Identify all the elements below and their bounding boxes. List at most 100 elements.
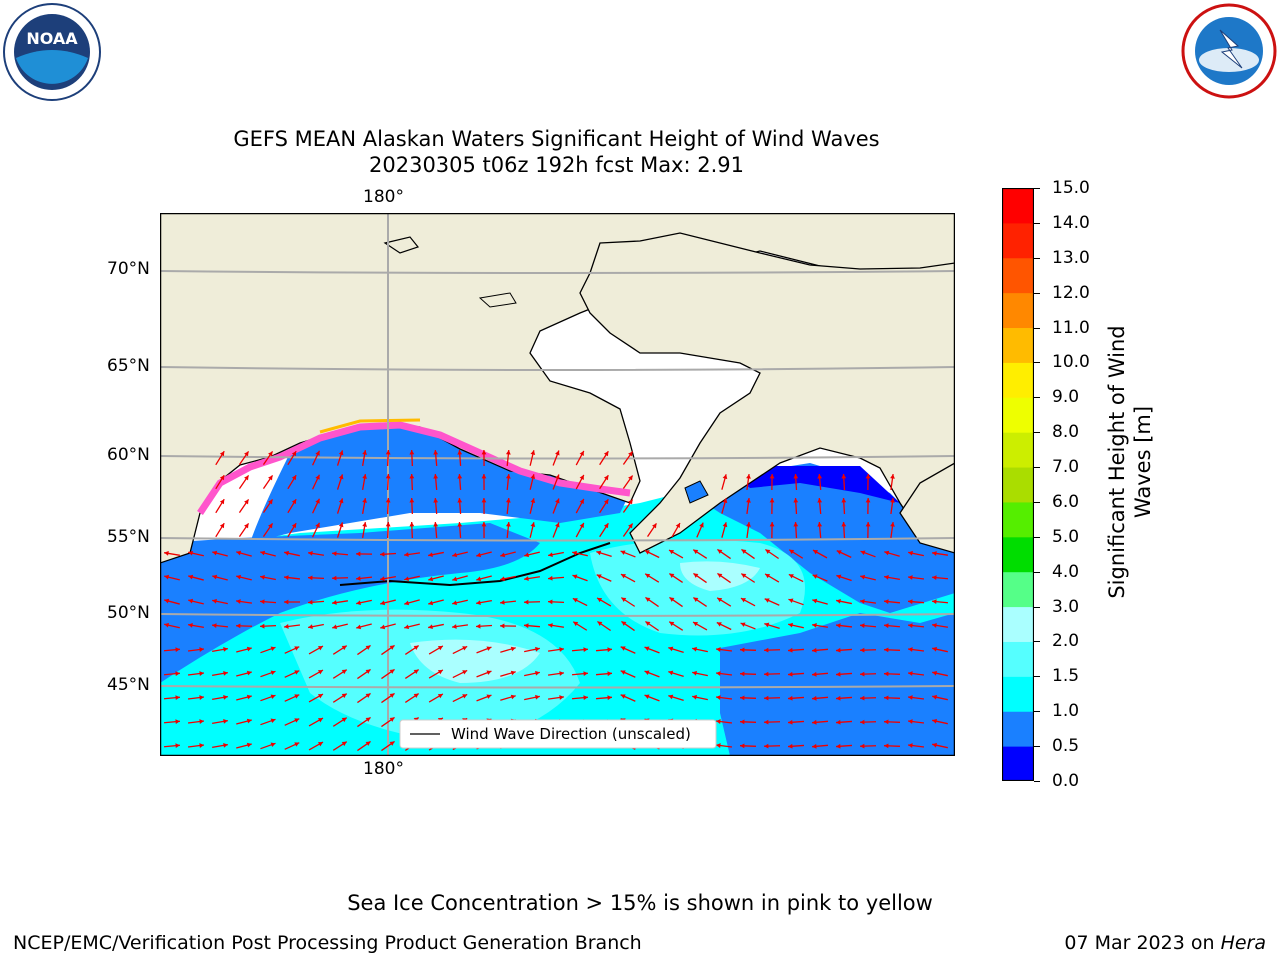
wind-wave-arrowhead [524,552,530,558]
wind-wave-arrowhead [219,475,225,481]
colorbar-tick-mark [1034,641,1040,643]
wind-wave-arrowhead [284,624,289,629]
chart-title-line1: GEFS MEAN Alaskan Waters Significant Hei… [233,127,880,151]
wind-wave-arrowhead [836,719,841,725]
wind-wave-arrowhead [505,450,511,455]
wind-wave-arrowhead [317,694,323,699]
wind-wave-arrowhead [644,646,650,651]
wind-wave-arrowhead [603,523,609,529]
wind-wave-arrowhead [769,522,775,527]
colorbar-tick-mark [1034,432,1040,434]
wind-wave-arrowhead [583,647,588,653]
wind-wave-arrowhead [246,670,252,676]
wind-wave-arrowhead [338,474,344,480]
wind-wave-arrowhead [246,646,252,652]
wind-wave-arrowhead [338,450,344,456]
wind-wave-arrowhead [692,646,697,652]
wind-wave-arrowhead [717,573,723,578]
wind-wave-arrowhead [860,550,866,555]
wind-wave-arrowhead [668,670,674,676]
wind-wave-arrowhead [890,522,895,527]
wind-wave-arrowhead [199,743,204,748]
wind-wave-arrowhead [175,719,180,725]
wind-wave-arrowhead [385,450,391,455]
wind-wave-arrowhead [740,647,745,653]
wind-wave-arrowhead [530,498,536,504]
wind-wave-arrowhead [236,623,241,629]
colorbar-segment [1002,571,1034,608]
wind-wave-arrowhead [890,474,895,479]
wind-wave-arrowhead [620,646,626,651]
lat-label-65: 65°N [107,356,150,376]
wind-wave-arrowhead [764,695,769,701]
sea-ice-edge-high [319,418,421,434]
wind-wave-arrowhead [362,474,367,479]
colorbar-segment [1002,501,1034,538]
noaa-logo: NOAA [3,3,101,101]
wind-wave-arrowhead [294,670,300,675]
wind-wave-arrowhead [645,597,651,602]
wind-wave-arrowhead [583,695,588,701]
wind-wave-arrowhead [716,671,721,676]
wind-wave-arrowhead [341,645,347,651]
wind-wave-arrowhead [812,671,817,677]
wind-wave-arrowhead [219,499,225,505]
colorbar-segment [1002,362,1034,398]
wind-wave-arrowhead [668,694,674,700]
wind-wave-arrowhead [409,474,415,479]
wind-wave-arrowhead [212,598,217,604]
wind-wave-arrowhead [788,671,793,677]
wind-wave-arrowhead [692,670,697,676]
colorbar-tick-mark [1034,292,1040,294]
wind-wave-arrowhead [223,695,228,700]
noaa-logo-text: NOAA [26,29,78,48]
wind-wave-arrowhead [476,576,482,582]
wind-wave-arrowhead [236,599,241,604]
wind-wave-arrowhead [409,450,415,455]
wind-wave-arrowhead [284,599,289,605]
wind-wave-arrowhead [812,574,818,579]
wind-wave-arrowhead [908,599,913,605]
chart-title-line2: 20230305 t06z 192h fcst Max: 2.91 [369,153,744,177]
colorbar-segment [1002,432,1034,468]
wind-wave-arrowhead [356,576,361,581]
wind-wave-arrowhead [548,623,553,628]
wind-wave-arrowhead [457,522,463,527]
wind-wave-arrowhead [365,645,371,650]
wind-wave-arrowhead [860,743,865,749]
wind-wave-arrowhead [294,646,300,651]
wind-wave-arrowhead [607,671,612,677]
wind-wave-arrowhead [693,597,699,602]
wind-wave-arrowhead [433,450,439,455]
wind-wave-arrowhead [362,498,367,503]
wind-wave-arrowhead [764,647,769,653]
colorbar-label: Significant Height of Wind Waves [m] [1090,270,1170,650]
wind-wave-arrowhead [548,599,553,605]
wind-wave-arrowhead [865,498,871,503]
wind-wave-arrowhead [385,474,391,479]
wind-wave-arrowhead [404,600,410,606]
wind-wave-arrowhead [437,669,443,675]
wind-wave-arrowhead [356,551,361,557]
wind-wave-arrowhead [579,450,584,456]
wind-wave-arrowhead [572,598,578,603]
wind-wave-arrowhead [212,574,218,580]
wind-wave-arrowhead [789,549,795,555]
wind-wave-arrowhead [769,474,775,479]
wind-wave-arrowhead [341,669,347,675]
wind-wave-arrowhead [812,623,817,628]
wind-wave-arrowhead [932,742,937,748]
wind-wave-arrowhead [291,499,297,505]
wind-wave-arrowhead [476,600,481,605]
wind-wave-arrowhead [437,645,443,651]
wind-wave-arrowhead [199,647,204,652]
wind-wave-arrowhead [505,522,511,527]
wind-wave-arrowhead [317,646,323,651]
wind-wave-arrowhead [860,599,865,604]
wind-wave-arrowhead [628,475,633,481]
wind-wave-arrowhead [908,550,913,556]
wind-wave-arrowhead [294,718,300,723]
wind-wave-arrowhead [270,742,276,748]
island-kodiak-waters [684,480,709,504]
lat-label-60: 60°N [107,445,150,465]
